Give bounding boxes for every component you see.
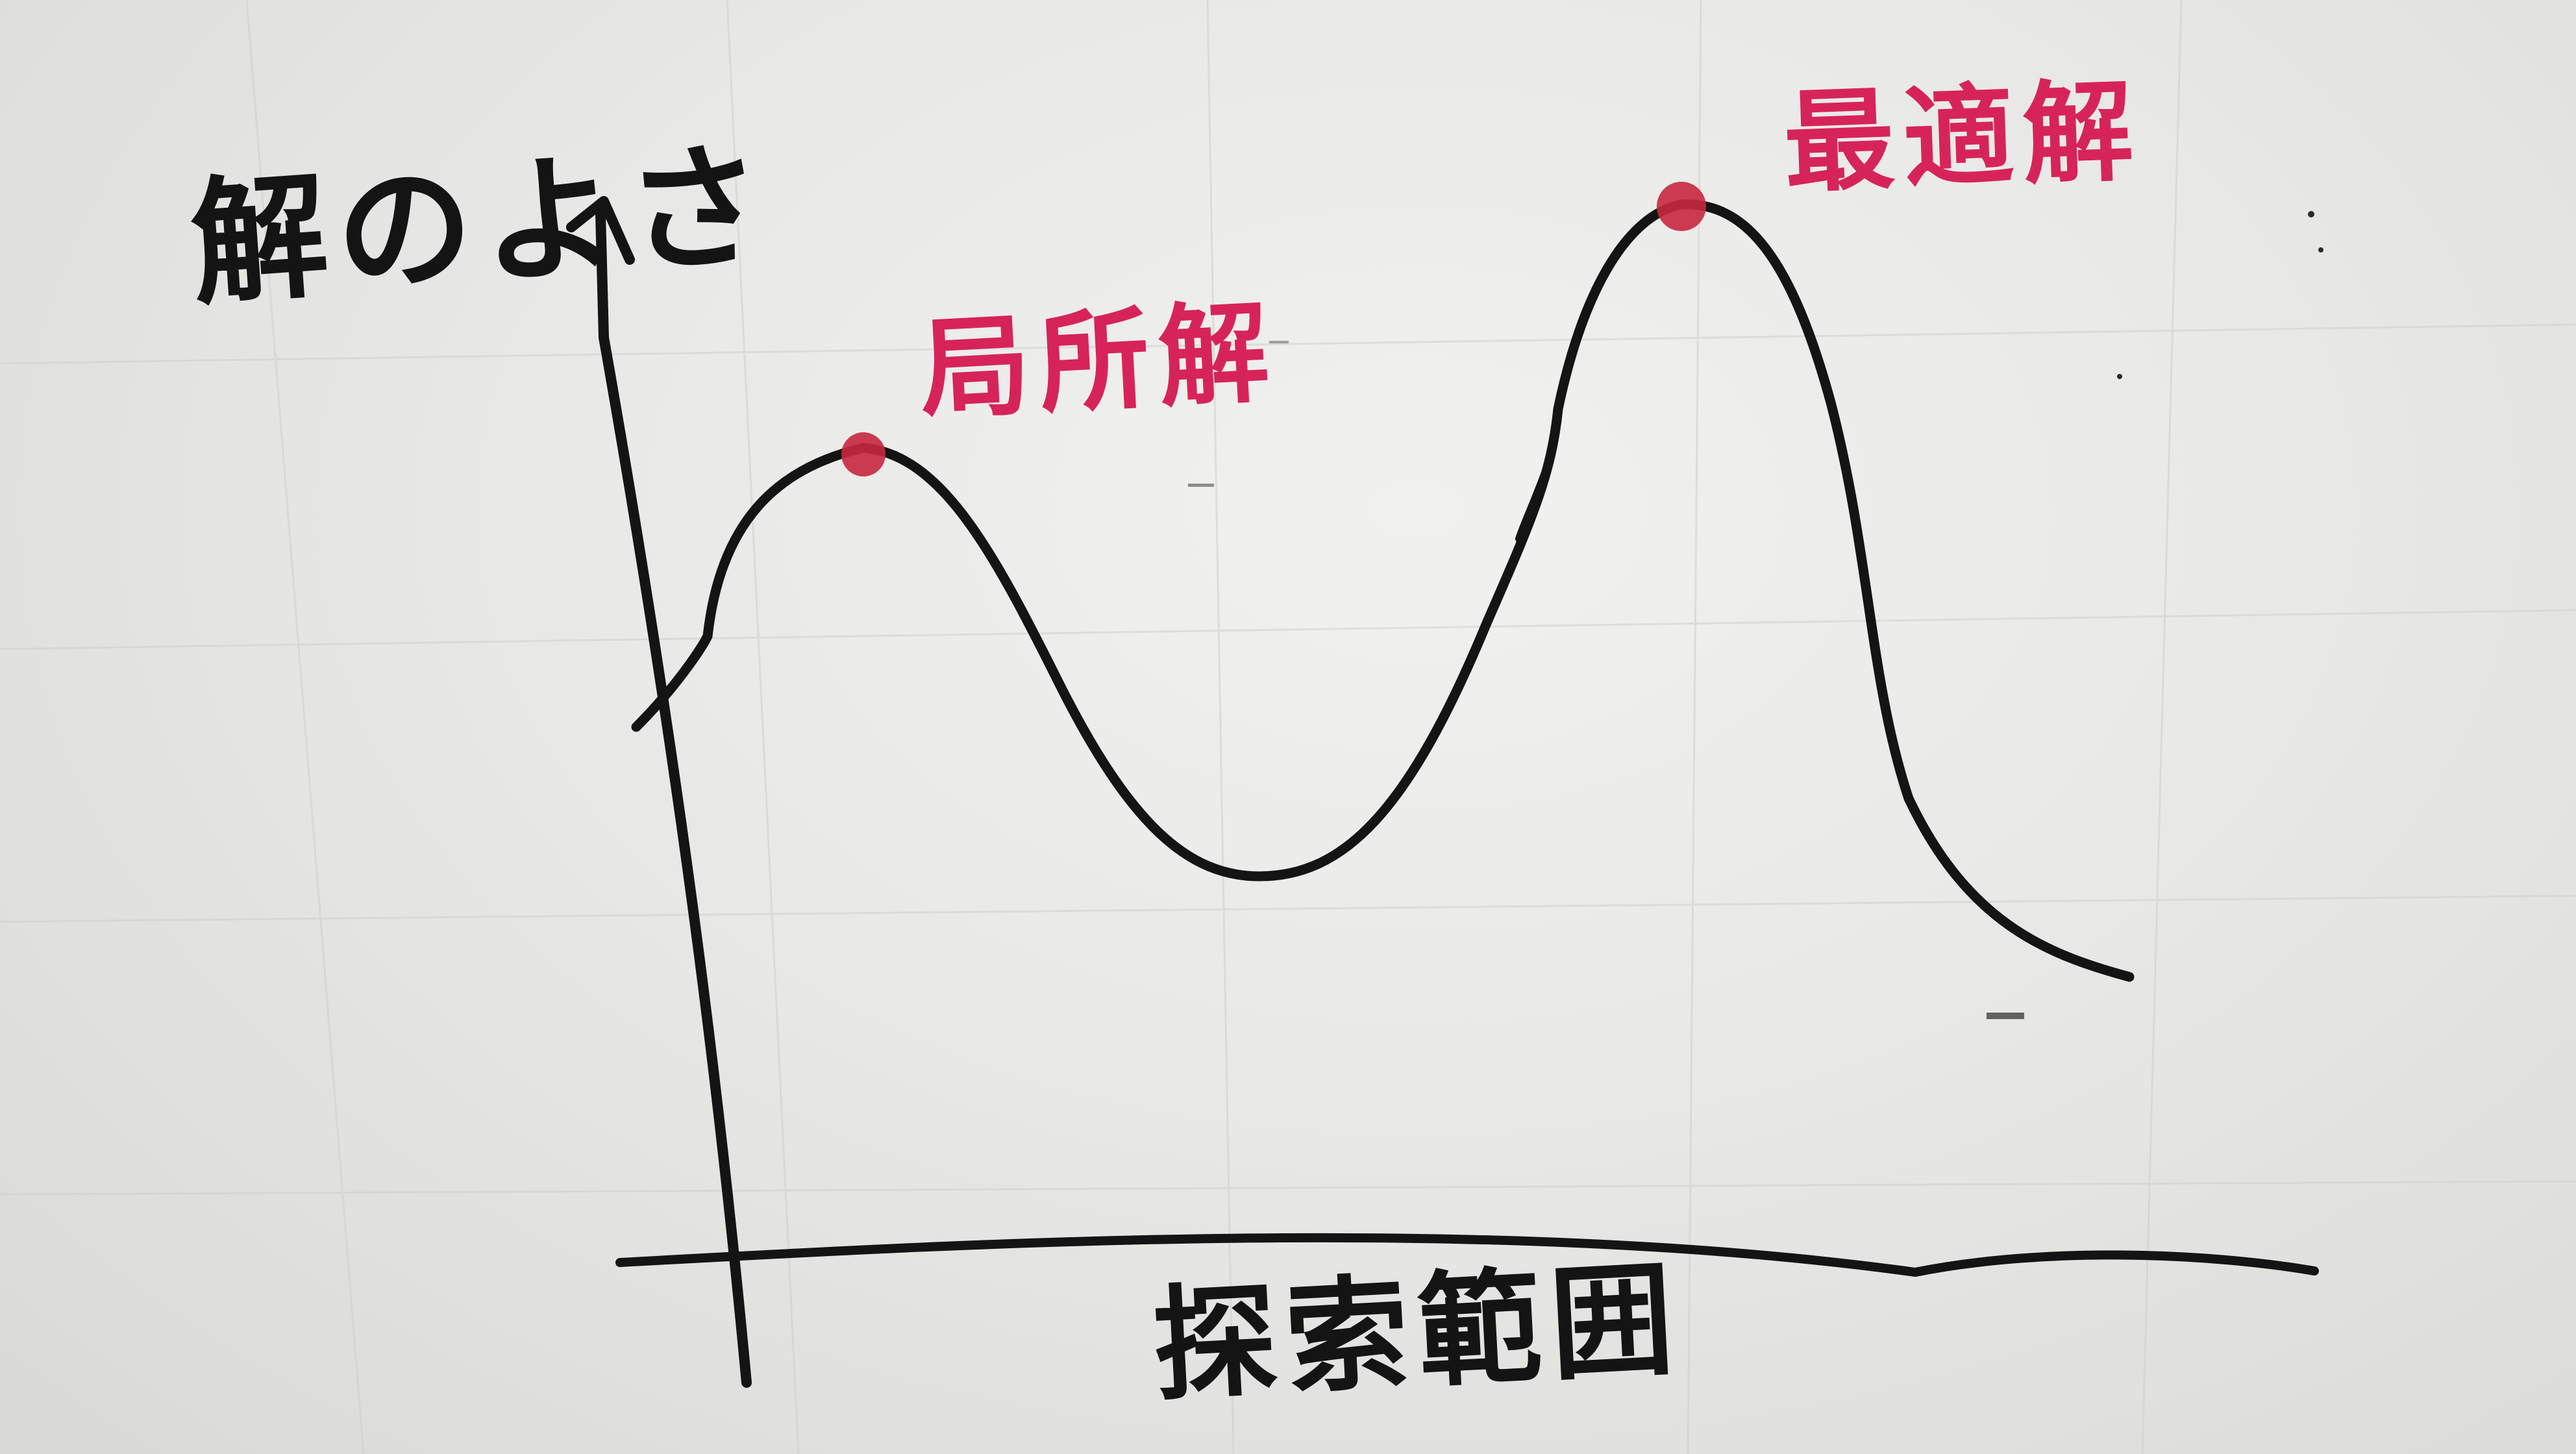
x-axis-line: [615, 1233, 2319, 1277]
local-optimum-label: 局所解: [917, 288, 1282, 436]
board-specks: [1188, 211, 2323, 1019]
curve-retrace-stroke: [1515, 450, 1555, 543]
y-axis-arrow-shaft: [595, 209, 609, 343]
global-optimum-label: 最適解: [1782, 68, 2145, 208]
global-optimum-dot: [1657, 182, 1706, 231]
x-axis-label: 探索範囲: [1150, 1248, 1686, 1418]
y-axis-arrowhead: [566, 196, 635, 265]
y-axis-line: [599, 332, 752, 1388]
y-axis-label: 解のよさ: [186, 125, 777, 325]
objective-curve: [631, 199, 2135, 982]
local-optimum-dot: [841, 432, 886, 476]
